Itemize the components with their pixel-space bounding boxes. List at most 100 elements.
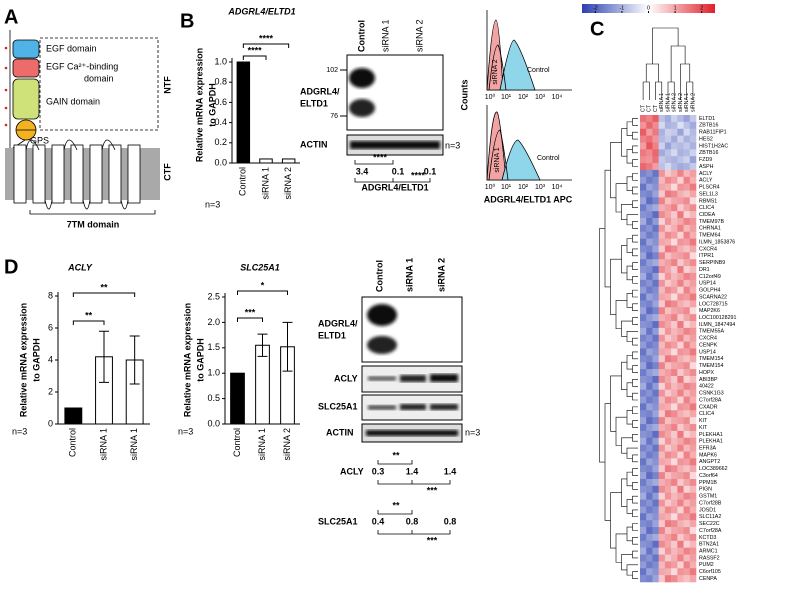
heatmap-cell xyxy=(677,286,684,294)
heatmap-cell xyxy=(646,389,653,397)
heatmap-cell xyxy=(664,307,672,315)
bar xyxy=(259,158,273,164)
heatmap-cell xyxy=(652,451,659,459)
heatmap-cell xyxy=(671,527,678,535)
row-label: USP14 xyxy=(699,281,716,287)
heatmap-cell xyxy=(683,149,691,157)
heatmap-cell xyxy=(652,286,659,294)
heatmap-cell xyxy=(671,533,678,542)
heatmap-cell xyxy=(671,355,678,363)
heatmap-cell xyxy=(683,293,691,301)
heatmap-cell xyxy=(664,478,672,487)
row-label: GOLPH4 xyxy=(699,288,721,294)
heatmap-cell xyxy=(640,561,647,569)
flow-histograms xyxy=(486,10,572,181)
heatmap-cell xyxy=(689,437,697,445)
row-label: ASPH xyxy=(699,164,714,170)
heatmap-cell xyxy=(646,430,653,439)
heatmap-cell xyxy=(640,568,647,576)
heatmap-cell xyxy=(671,513,678,521)
heatmap-cell xyxy=(652,156,659,164)
label: siRNA 1 xyxy=(404,258,414,292)
heatmap-cell xyxy=(652,252,659,260)
heatmap-cell xyxy=(640,252,647,260)
heatmap-cell xyxy=(652,300,659,308)
row-label: C6orf105 xyxy=(699,569,721,575)
heatmap-cell xyxy=(646,465,653,473)
heatmap-cell xyxy=(640,499,647,507)
heatmap-cell xyxy=(640,417,647,425)
label: ADGRL4/ xyxy=(318,318,358,328)
heatmap-cell xyxy=(689,375,697,384)
heatmap-cell xyxy=(683,300,691,308)
heatmap-cell xyxy=(677,575,684,583)
heatmap-cell xyxy=(664,348,672,356)
heatmap-cell xyxy=(689,520,697,528)
heatmap-cell xyxy=(677,369,684,377)
heatmap-cell xyxy=(671,437,678,445)
heatmap-cell xyxy=(689,410,697,418)
heatmap-cell xyxy=(664,211,672,219)
heatmap-cell xyxy=(671,266,678,274)
heatmap-cell xyxy=(664,279,672,287)
x-tick-label: siRNA 1 xyxy=(257,428,267,461)
heatmap-cell xyxy=(677,190,684,198)
heatmap-cell xyxy=(646,211,653,219)
heatmap-cell xyxy=(677,499,684,507)
dendrogram-branch xyxy=(632,118,638,126)
label: SLC25A1 xyxy=(318,401,358,411)
dendrogram-branch xyxy=(632,173,638,181)
heatmap-cell xyxy=(640,279,647,287)
y-tick-label: 0 xyxy=(48,418,53,428)
heatmap-cell xyxy=(677,135,684,143)
heatmap-cell xyxy=(677,341,684,349)
heatmap-cell xyxy=(677,211,684,219)
heatmap-cell xyxy=(658,554,666,562)
heatmap-cell xyxy=(658,266,666,274)
heatmap-cell xyxy=(683,369,691,377)
heatmap-cell xyxy=(664,527,672,535)
heatmap-cell xyxy=(689,561,697,569)
heatmap-cell xyxy=(646,314,653,322)
heatmap-cell xyxy=(683,568,691,576)
label: 102 xyxy=(326,67,338,74)
row-label: CLIC4 xyxy=(699,411,714,417)
heatmap-cell xyxy=(652,293,659,301)
heatmap-cell xyxy=(689,279,697,287)
heatmap-cell xyxy=(640,211,647,219)
significance-bracket xyxy=(242,43,290,48)
heatmap-cell xyxy=(677,115,684,123)
label: 10¹ xyxy=(501,94,512,101)
row-label: GSTM1 xyxy=(699,494,717,500)
row-label: SEL1L3 xyxy=(699,191,718,197)
heatmap-cell xyxy=(640,513,647,521)
label: EGF Ca²⁺-binding xyxy=(46,61,118,71)
heatmap-cell xyxy=(652,211,659,219)
heatmap-cell xyxy=(683,410,691,418)
heatmap-cell xyxy=(671,272,678,281)
heatmap-cell xyxy=(652,575,659,583)
heatmap-cell xyxy=(658,211,666,219)
heatmap-cell xyxy=(677,492,684,500)
heatmap-cell xyxy=(689,382,697,391)
row-label: C7orf28B xyxy=(699,500,722,506)
label: 10³ xyxy=(535,184,546,191)
heatmap-cell xyxy=(640,540,647,548)
label: 1.4 xyxy=(406,466,419,476)
heatmap-cell xyxy=(664,451,672,459)
heatmap-cell xyxy=(689,430,697,439)
heatmap-cell xyxy=(646,300,653,308)
heatmap-cell xyxy=(671,197,678,205)
heatmap-cell xyxy=(671,204,678,212)
heatmap-cell xyxy=(646,204,653,212)
heatmap-cell xyxy=(640,135,647,143)
y-tick-label: 0.8 xyxy=(214,77,227,87)
heatmap-cell xyxy=(652,115,659,123)
heatmap-cell xyxy=(652,540,659,548)
heatmap-cell xyxy=(689,307,697,315)
dendrogram-branch xyxy=(599,228,605,463)
heatmap-cell xyxy=(664,472,672,480)
heatmap-cell xyxy=(664,218,672,226)
row-label: PIGN xyxy=(699,487,712,493)
